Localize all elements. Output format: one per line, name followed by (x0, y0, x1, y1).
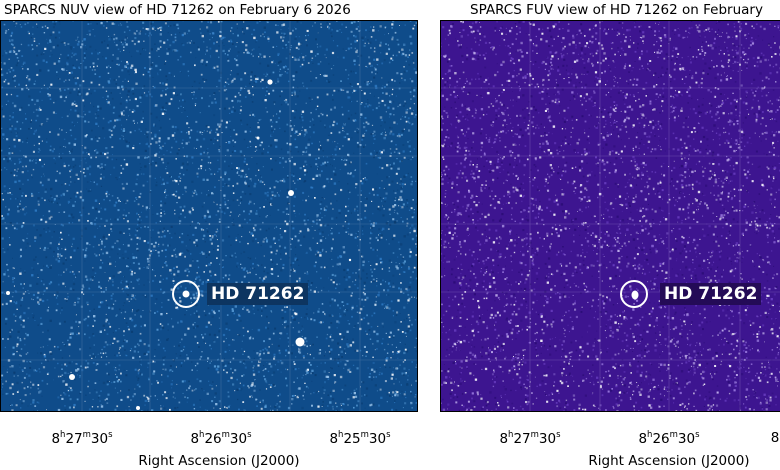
fuv-tick-label: 8 (770, 430, 780, 446)
nuv-tick-label: 8h27m30s (51, 430, 113, 447)
nuv-panel: SPARCS NUV view of HD 71262 on February … (0, 0, 418, 470)
fuv-x-axis-label: Right Ascension (J2000) (588, 453, 750, 469)
fuv-target-label: HD 71262 (660, 283, 762, 305)
nuv-target-label: HD 71262 (207, 283, 309, 305)
target-circle-icon (172, 280, 200, 308)
fuv-tick-label: 8h26m30s (638, 430, 700, 447)
fuv-sky-image (440, 20, 780, 412)
nuv-tick-label: 8h25m30s (329, 430, 391, 447)
nuv-panel-title: SPARCS NUV view of HD 71262 on February … (4, 2, 351, 18)
fuv-panel: SPARCS FUV view of HD 71262 on February … (440, 0, 780, 470)
target-circle-icon (620, 280, 648, 308)
fuv-panel-title: SPARCS FUV view of HD 71262 on February (470, 2, 763, 18)
nuv-x-axis-label: Right Ascension (J2000) (138, 453, 300, 469)
nuv-sky-image (0, 20, 418, 412)
nuv-tick-label: 8h26m30s (190, 430, 252, 447)
fuv-tick-label: 8h27m30s (499, 430, 561, 447)
